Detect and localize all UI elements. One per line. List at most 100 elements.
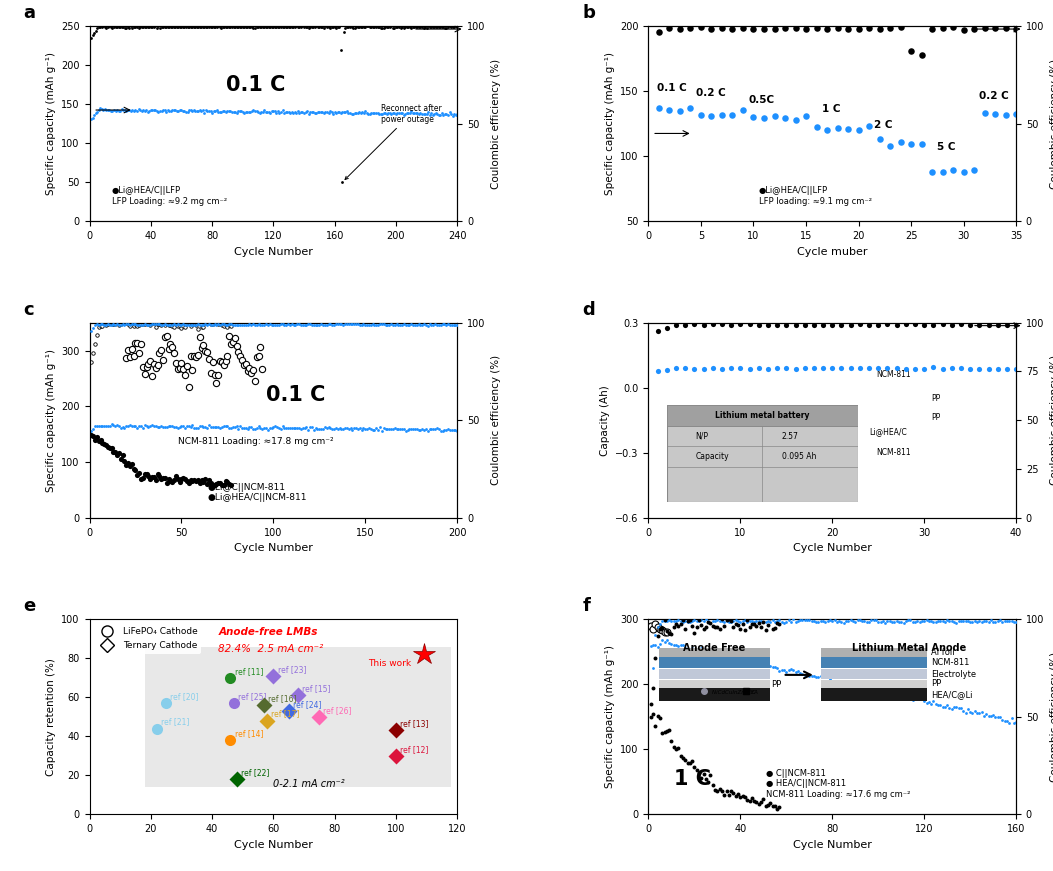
Point <box>850 124 867 138</box>
Point <box>162 105 179 118</box>
Point <box>327 106 344 120</box>
Point <box>184 474 201 488</box>
Point <box>136 317 153 331</box>
Point <box>355 106 372 120</box>
Point <box>438 422 455 436</box>
Point <box>207 318 224 332</box>
Point <box>277 105 294 119</box>
Point <box>324 20 341 34</box>
Point <box>217 105 234 118</box>
Point <box>922 697 939 711</box>
Point <box>148 21 165 35</box>
Point <box>167 420 184 434</box>
Point <box>384 422 401 436</box>
Point <box>363 20 380 34</box>
Point <box>192 103 208 117</box>
Point <box>361 107 378 121</box>
Point <box>771 618 788 631</box>
Point <box>778 665 795 679</box>
Point <box>370 106 386 120</box>
Point <box>877 616 894 630</box>
Point <box>291 422 307 436</box>
Point <box>92 419 108 433</box>
Point <box>98 438 115 452</box>
Point <box>441 105 458 119</box>
Point <box>998 362 1015 376</box>
Point <box>695 361 712 375</box>
Text: 2 C: 2 C <box>874 119 893 130</box>
Point <box>801 613 818 627</box>
Point <box>412 318 429 332</box>
Point <box>210 476 226 490</box>
Point <box>874 685 891 699</box>
Point <box>932 698 949 712</box>
Point <box>208 103 225 117</box>
Point <box>258 318 275 332</box>
Point <box>295 318 312 332</box>
Point <box>91 435 107 449</box>
Point <box>432 318 449 332</box>
Point <box>663 614 680 628</box>
Point <box>98 103 115 117</box>
Point <box>734 789 751 803</box>
Point <box>357 104 374 118</box>
Point <box>322 317 339 331</box>
Point <box>418 21 435 35</box>
Point <box>902 688 919 702</box>
Point <box>290 104 306 118</box>
Point <box>796 361 813 375</box>
Point <box>987 710 1004 724</box>
Point <box>732 317 749 331</box>
Point <box>113 318 130 332</box>
Point <box>360 421 377 435</box>
Point <box>97 20 114 34</box>
Point <box>92 433 108 447</box>
Point <box>642 710 659 724</box>
Point <box>246 21 263 35</box>
Point <box>232 419 249 433</box>
Point <box>175 20 192 34</box>
Point <box>135 103 152 117</box>
Point <box>652 712 669 726</box>
Point <box>375 105 392 119</box>
Point <box>160 419 177 433</box>
Point <box>803 669 820 683</box>
Point <box>243 421 260 435</box>
Text: a: a <box>23 4 36 23</box>
Point <box>681 756 698 770</box>
Point <box>381 318 398 332</box>
Point <box>650 709 667 723</box>
Point <box>994 615 1011 629</box>
Point <box>307 19 324 33</box>
Point <box>414 318 431 332</box>
Point <box>325 318 342 332</box>
Point <box>152 104 168 118</box>
Point <box>293 318 310 332</box>
Point <box>702 646 719 660</box>
Point <box>202 476 219 490</box>
Point <box>266 20 283 34</box>
Point <box>179 20 196 34</box>
Point <box>97 102 114 116</box>
Point <box>175 470 192 484</box>
Point <box>642 697 659 711</box>
Point <box>778 616 795 630</box>
Point <box>334 175 351 189</box>
Point <box>372 21 389 35</box>
Point <box>771 800 788 814</box>
Point <box>794 667 811 681</box>
Point <box>780 663 797 677</box>
Point <box>897 614 914 628</box>
Point <box>176 104 193 118</box>
Point <box>911 692 928 706</box>
Point <box>138 20 155 34</box>
Point <box>256 318 273 332</box>
Point <box>131 21 147 35</box>
Point <box>966 163 982 177</box>
Point <box>192 419 208 433</box>
Text: d: d <box>582 300 595 319</box>
Point <box>343 20 360 34</box>
Point <box>327 21 344 35</box>
Point <box>147 19 164 33</box>
Point <box>769 614 786 628</box>
